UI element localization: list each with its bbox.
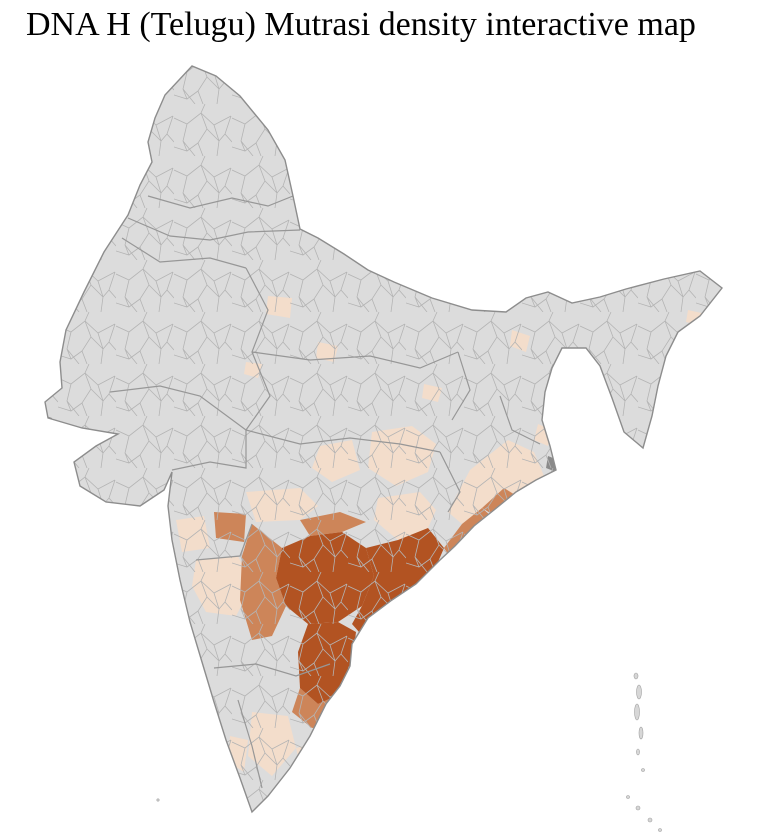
state-border-line bbox=[499, 395, 541, 445]
island[interactable] bbox=[647, 817, 653, 823]
density-high-regions[interactable] bbox=[276, 528, 444, 704]
district-region-high[interactable] bbox=[298, 622, 356, 704]
district-region-low[interactable] bbox=[176, 516, 210, 552]
page-title: DNA H (Telugu) Mutrasi density interacti… bbox=[26, 6, 696, 43]
state-border-line bbox=[251, 351, 459, 369]
andaman-nicobar-islands[interactable] bbox=[156, 672, 662, 832]
district-region-low[interactable] bbox=[296, 742, 330, 782]
island[interactable] bbox=[634, 703, 640, 721]
island[interactable] bbox=[636, 684, 642, 700]
state-border-line bbox=[171, 430, 247, 471]
state-border-line bbox=[147, 195, 294, 209]
island[interactable] bbox=[633, 672, 639, 680]
island[interactable] bbox=[638, 726, 644, 740]
state-border-line bbox=[127, 217, 301, 241]
state-border-line bbox=[451, 351, 471, 421]
state-border-line bbox=[237, 699, 263, 789]
island[interactable] bbox=[641, 768, 645, 772]
state-border-line bbox=[439, 451, 461, 513]
island[interactable] bbox=[635, 805, 641, 811]
state-border-line bbox=[121, 237, 247, 269]
island[interactable] bbox=[658, 828, 662, 832]
island[interactable] bbox=[626, 795, 630, 799]
state-border-line bbox=[109, 385, 247, 431]
island[interactable] bbox=[156, 798, 160, 802]
state-border-line bbox=[245, 429, 441, 453]
state-borders bbox=[109, 195, 541, 789]
state-border-line bbox=[195, 523, 253, 561]
district-region-medium[interactable] bbox=[214, 512, 246, 542]
state-border-line bbox=[213, 663, 331, 677]
india-outline bbox=[44, 65, 723, 814]
island[interactable] bbox=[636, 748, 640, 756]
